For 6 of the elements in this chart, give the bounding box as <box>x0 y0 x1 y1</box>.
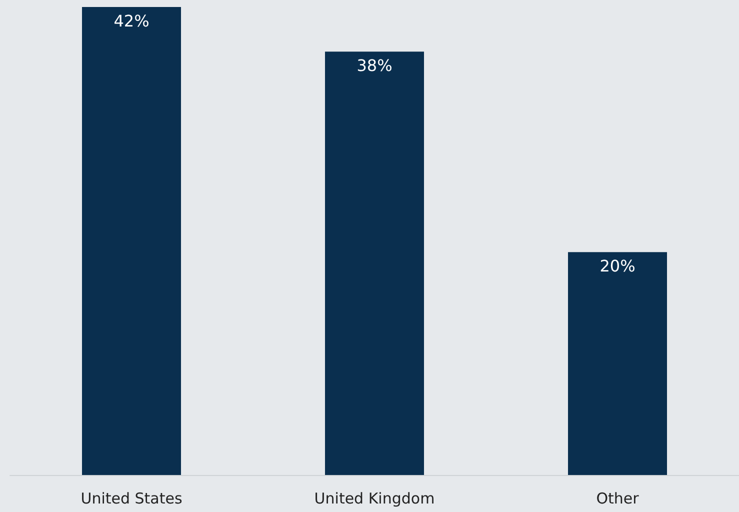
x-tick-label: Other <box>596 490 640 508</box>
x-tick-label: United States <box>80 490 182 508</box>
x-tick-label: United Kingdom <box>314 490 435 508</box>
data-label: 42% <box>114 12 150 30</box>
data-label: 38% <box>356 56 392 76</box>
data-label: 20% <box>600 256 636 276</box>
